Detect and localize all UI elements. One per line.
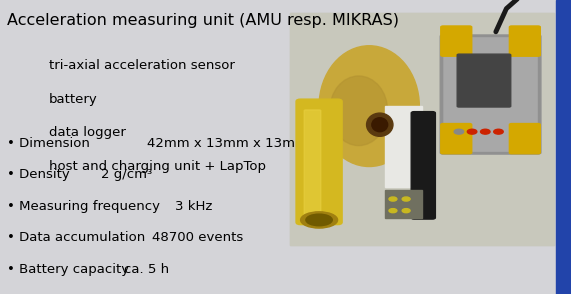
Circle shape bbox=[494, 129, 503, 134]
Text: • Dimension: • Dimension bbox=[7, 137, 90, 150]
Ellipse shape bbox=[329, 76, 388, 146]
Text: • Density: • Density bbox=[7, 168, 70, 181]
Circle shape bbox=[467, 129, 477, 134]
Text: 42mm x 13mm x 13mm: 42mm x 13mm x 13mm bbox=[147, 137, 308, 150]
Circle shape bbox=[481, 129, 490, 134]
Text: • Data accumulation: • Data accumulation bbox=[7, 231, 145, 244]
FancyBboxPatch shape bbox=[509, 123, 540, 154]
Ellipse shape bbox=[300, 212, 337, 228]
Circle shape bbox=[454, 129, 464, 134]
Ellipse shape bbox=[372, 118, 388, 132]
Bar bbox=[290, 13, 554, 245]
FancyBboxPatch shape bbox=[440, 35, 541, 154]
FancyBboxPatch shape bbox=[444, 38, 537, 151]
Text: data logger: data logger bbox=[49, 126, 126, 139]
FancyBboxPatch shape bbox=[411, 112, 435, 219]
Ellipse shape bbox=[306, 214, 332, 226]
Circle shape bbox=[402, 197, 410, 201]
Text: 48700 events: 48700 events bbox=[152, 231, 244, 244]
FancyBboxPatch shape bbox=[509, 26, 540, 56]
FancyBboxPatch shape bbox=[441, 26, 472, 56]
Text: tri-axial acceleration sensor: tri-axial acceleration sensor bbox=[49, 59, 235, 72]
Ellipse shape bbox=[319, 46, 419, 166]
Text: • Battery capacity: • Battery capacity bbox=[7, 263, 129, 275]
Bar bbox=[385, 190, 422, 218]
Text: ca. 5 h: ca. 5 h bbox=[124, 263, 169, 275]
FancyBboxPatch shape bbox=[304, 110, 321, 218]
FancyBboxPatch shape bbox=[457, 54, 510, 107]
Text: 2 g/cm³: 2 g/cm³ bbox=[101, 168, 152, 181]
Bar bbox=[556, 0, 571, 294]
Circle shape bbox=[402, 209, 410, 213]
FancyBboxPatch shape bbox=[441, 123, 472, 154]
FancyBboxPatch shape bbox=[296, 99, 342, 225]
Bar bbox=[290, 13, 554, 245]
Ellipse shape bbox=[367, 113, 393, 136]
Text: Acceleration measuring unit (AMU resp. MIKRAS): Acceleration measuring unit (AMU resp. M… bbox=[7, 13, 399, 28]
Text: host and charging unit + LapTop: host and charging unit + LapTop bbox=[49, 160, 266, 173]
Text: 3 kHz: 3 kHz bbox=[175, 200, 212, 213]
Circle shape bbox=[389, 197, 397, 201]
Circle shape bbox=[389, 209, 397, 213]
Text: • Measuring frequency: • Measuring frequency bbox=[7, 200, 160, 213]
Bar bbox=[385, 106, 422, 188]
Text: battery: battery bbox=[49, 93, 97, 106]
